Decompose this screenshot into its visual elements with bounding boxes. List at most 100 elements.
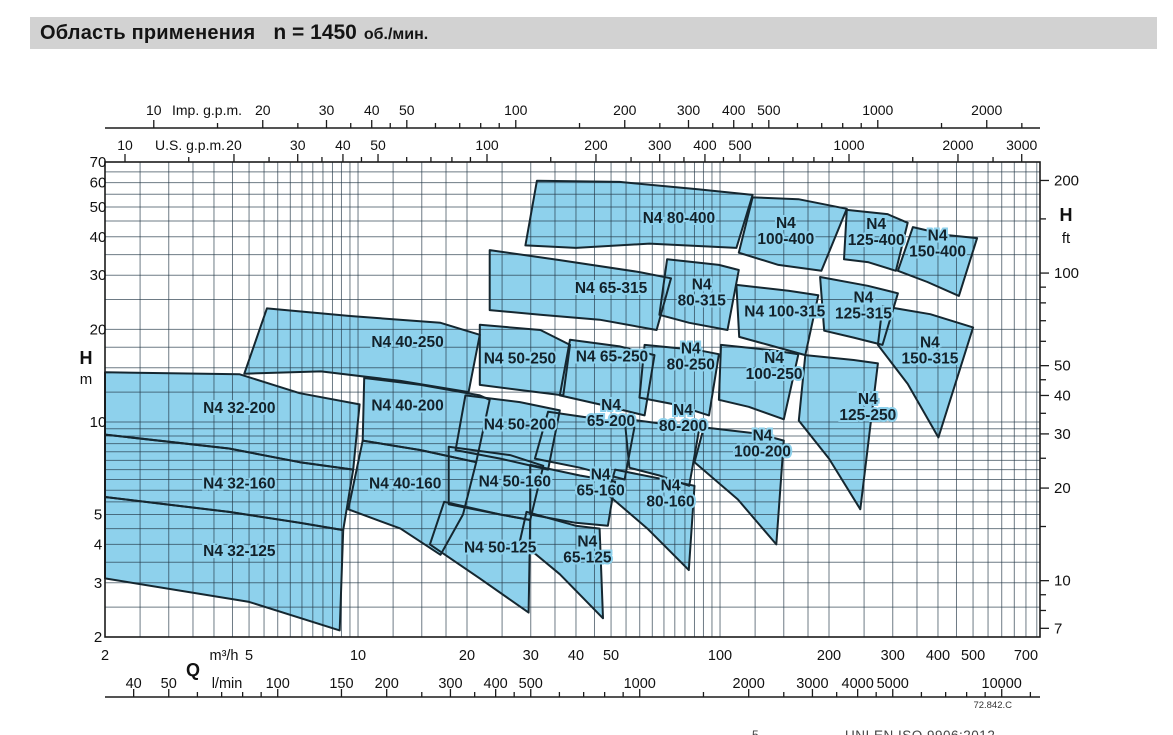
svg-text:50: 50 xyxy=(603,648,619,664)
region-label-N4-100-315: N4 100-315 xyxy=(744,303,825,320)
svg-text:200: 200 xyxy=(375,676,399,692)
axis-us-gpm: 10 20 30 40 50 100 200 300 400 500 1000 2000 3000 U.S… xyxy=(117,137,1037,162)
region-label-N4-65-160: N4 65-160 xyxy=(577,467,625,500)
svg-text:500: 500 xyxy=(757,102,781,118)
region-outline-N4-125-400 xyxy=(843,208,909,272)
svg-text:40: 40 xyxy=(126,676,142,692)
speed-value: n = 1450 xyxy=(273,21,357,44)
standard-reference: UNI EN ISO 9906:2012 xyxy=(845,728,995,735)
svg-text:1000: 1000 xyxy=(833,137,864,153)
svg-text:m³/h: m³/h xyxy=(210,648,239,664)
svg-text:30: 30 xyxy=(319,102,335,118)
svg-text:4000: 4000 xyxy=(842,676,874,692)
svg-text:10000: 10000 xyxy=(982,676,1022,692)
svg-text:2000: 2000 xyxy=(942,137,973,153)
title-bar: Область применения n = 1450 об./мин. xyxy=(30,17,1157,49)
svg-text:7: 7 xyxy=(1054,620,1062,637)
svg-text:40: 40 xyxy=(335,137,351,153)
svg-text:30: 30 xyxy=(523,648,539,664)
region-label-N4-100-250: N4 100-250 xyxy=(746,350,803,383)
region-outline-N4-125-315 xyxy=(819,276,899,346)
svg-text:700: 700 xyxy=(1014,648,1038,664)
region-label-N4-80-200: N4 80-200 xyxy=(659,402,707,435)
region-label-N4-150-315: N4 150-315 xyxy=(901,334,958,367)
svg-text:H: H xyxy=(1060,205,1073,225)
axis-q-lmin: 40 50 100 150 200 300 400 500 1000 2000 3000 4000 50… xyxy=(105,676,1040,698)
axis-h-m: 70 60 50 40 30 20 10 5 4 3 2 Hm xyxy=(80,154,107,646)
region-label-N4-65-200: N4 65-200 xyxy=(587,397,635,430)
svg-text:100: 100 xyxy=(266,676,290,692)
svg-text:5: 5 xyxy=(94,507,102,524)
svg-text:Q: Q xyxy=(186,660,200,680)
svg-text:3: 3 xyxy=(94,575,102,592)
svg-text:200: 200 xyxy=(817,648,841,664)
region-fill-N4-65-125 xyxy=(519,511,603,619)
region-outline-N4-32-200 xyxy=(104,371,361,471)
region-outline-N4-65-250 xyxy=(558,338,656,417)
svg-text:3000: 3000 xyxy=(1006,137,1037,153)
region-fill-N4-100-200 xyxy=(694,427,784,545)
region-fill-N4-50-125 xyxy=(429,501,531,613)
plot-frame xyxy=(104,161,1041,638)
region-label-N4-80-250: N4 80-250 xyxy=(667,341,715,374)
svg-text:1000: 1000 xyxy=(862,102,893,118)
region-label-N4-50-125: N4 50-125 xyxy=(464,540,537,557)
svg-text:20: 20 xyxy=(90,321,107,338)
region-outline-N4-65-125 xyxy=(518,510,604,620)
svg-text:200: 200 xyxy=(584,137,608,153)
svg-text:50: 50 xyxy=(1054,358,1071,375)
region-outline-N4-80-200 xyxy=(623,417,700,487)
svg-text:60: 60 xyxy=(90,175,107,192)
svg-text:l/min: l/min xyxy=(212,676,243,692)
region-outline-N4-65-160 xyxy=(529,463,617,527)
svg-text:400: 400 xyxy=(693,137,717,153)
region-label-N4-32-125: N4 32-125 xyxy=(203,543,276,560)
region-fill-N4-80-250 xyxy=(639,344,719,416)
region-fill-N4-125-250 xyxy=(798,355,878,510)
svg-text:300: 300 xyxy=(881,648,905,664)
region-label-N4-40-200: N4 40-200 xyxy=(371,398,443,415)
svg-text:300: 300 xyxy=(438,676,462,692)
region-label-N4-40-250: N4 40-250 xyxy=(371,334,443,351)
region-label-N4-100-200: N4 100-200 xyxy=(734,428,791,461)
region-outline-N4-80-160 xyxy=(606,468,696,572)
region-outline-N4-65-315 xyxy=(488,249,672,331)
svg-text:500: 500 xyxy=(519,676,543,692)
svg-text:400: 400 xyxy=(722,102,746,118)
svg-text:300: 300 xyxy=(648,137,672,153)
axis-h-ft: 200 100 50 40 30 20 10 7 Hft xyxy=(1040,172,1079,637)
svg-text:4: 4 xyxy=(94,536,102,553)
region-fill-N4-100-315 xyxy=(736,284,819,356)
svg-text:10: 10 xyxy=(117,137,133,153)
svg-text:400: 400 xyxy=(926,648,950,664)
svg-text:40: 40 xyxy=(568,648,584,664)
region-fill-N4-40-250 xyxy=(244,308,480,393)
svg-text:U.S. g.p.m.: U.S. g.p.m. xyxy=(155,137,225,153)
region-outline-N4-100-250 xyxy=(717,343,800,421)
region-label-N4-40-160: N4 40-160 xyxy=(369,476,441,493)
svg-text:2: 2 xyxy=(101,648,109,664)
region-label-N4-32-160: N4 32-160 xyxy=(203,476,275,493)
svg-text:100: 100 xyxy=(504,102,528,118)
drawing-code: 72.842.C xyxy=(973,700,1012,711)
region-outline-N4-80-315 xyxy=(658,258,740,331)
region-label-N4-65-250: N4 65-250 xyxy=(576,349,648,366)
svg-text:2000: 2000 xyxy=(971,102,1002,118)
svg-text:70: 70 xyxy=(90,154,107,171)
svg-text:1000: 1000 xyxy=(624,676,656,692)
svg-text:3000: 3000 xyxy=(796,676,828,692)
region-fill-N4-65-160 xyxy=(530,464,616,526)
region-fill-N4-32-160 xyxy=(105,434,354,531)
axis-imp-gpm: 10 20 30 40 50 100 200 300 400 500 1000 2000 Imp. g.… xyxy=(105,102,1040,129)
svg-text:150: 150 xyxy=(329,676,353,692)
region-fill-N4-80-315 xyxy=(659,259,739,330)
svg-text:40: 40 xyxy=(90,229,107,246)
svg-text:500: 500 xyxy=(728,137,752,153)
clipped-footer: 5 UNI EN ISO 9906:2012 xyxy=(0,728,1173,735)
region-outline-N4-100-400 xyxy=(737,196,848,272)
region-outlines xyxy=(104,179,979,632)
svg-text:40: 40 xyxy=(364,102,380,118)
region-fill-N4-125-315 xyxy=(820,277,898,345)
